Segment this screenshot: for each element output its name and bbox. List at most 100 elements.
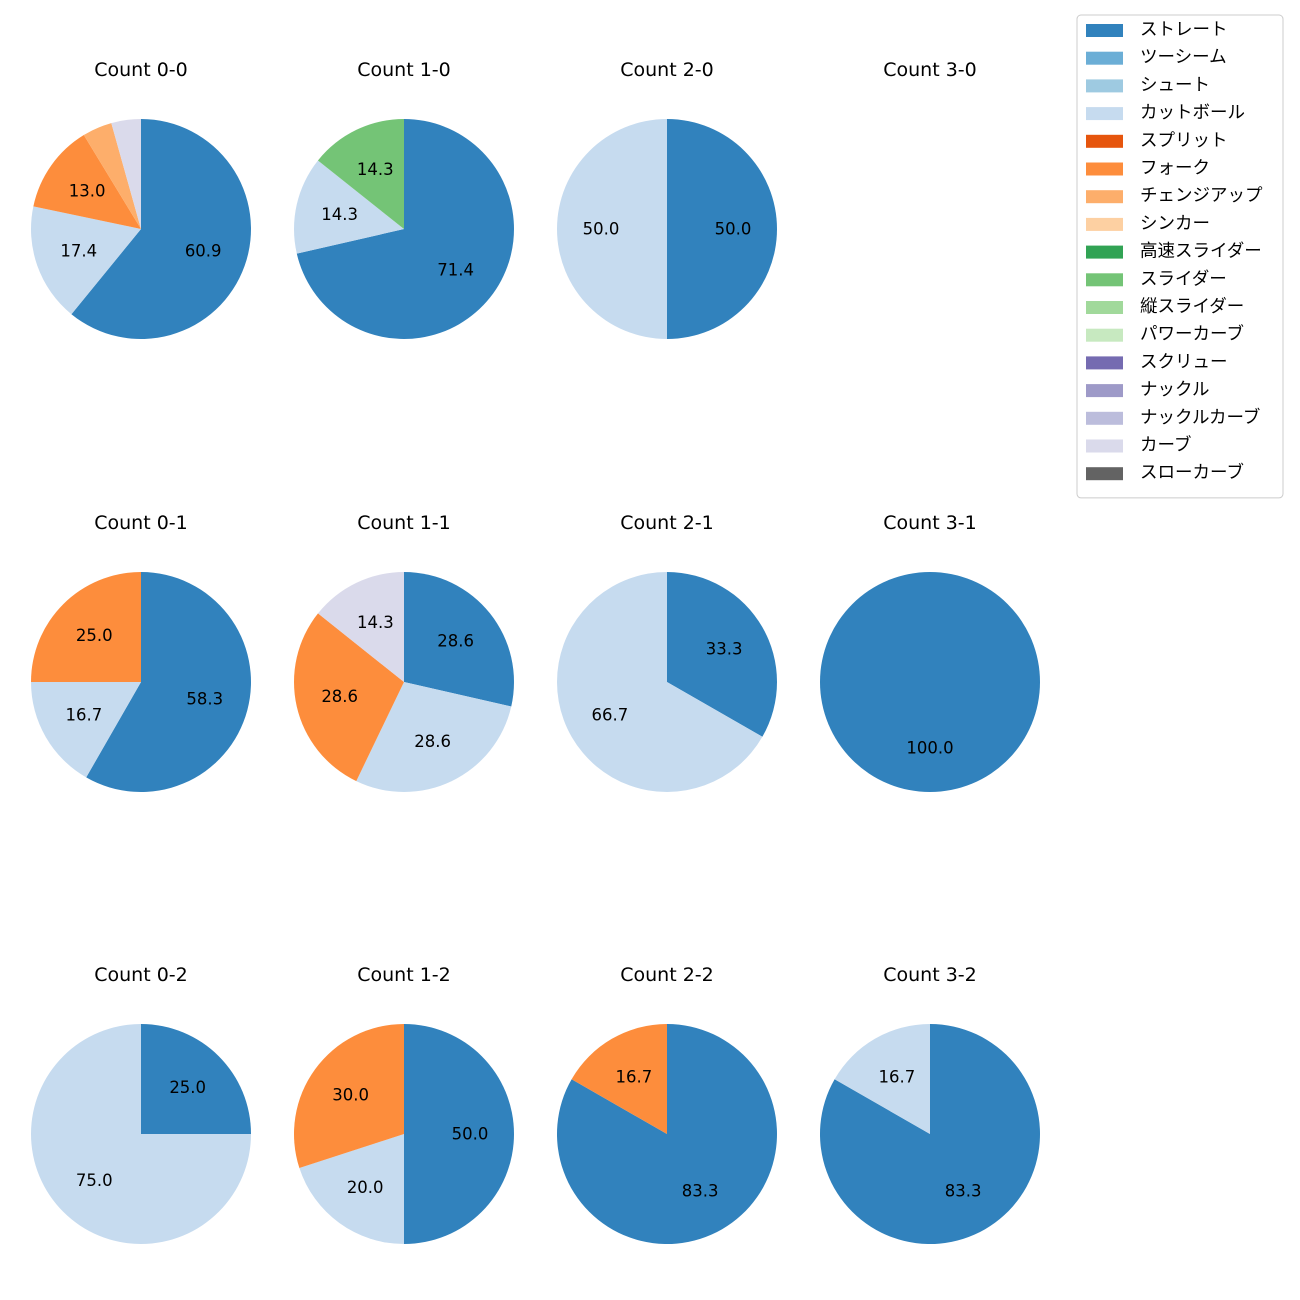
pie-slice <box>571 1024 667 1134</box>
pie-slice <box>834 1024 930 1134</box>
pie-slice-label: 50.0 <box>452 1125 489 1144</box>
legend-label: シンカー <box>1140 214 1210 234</box>
legend-item: シンカー <box>1086 214 1210 234</box>
pie-slice <box>557 572 763 792</box>
pie-slice <box>299 1134 404 1244</box>
pie-slice <box>317 118 404 229</box>
legend-swatch <box>1086 51 1123 65</box>
legend-label: カーブ <box>1140 435 1191 456</box>
legend-item: ナックル <box>1086 380 1209 400</box>
legend-swatch <box>1086 79 1123 93</box>
pie-slice <box>83 123 141 229</box>
pie-title: Count 3-0 <box>883 59 977 81</box>
pie-slice-label: 83.3 <box>682 1182 719 1201</box>
pie-slice-label: 14.3 <box>357 613 394 632</box>
legend-item: スローカーブ <box>1086 462 1244 483</box>
legend-label: シュート <box>1140 75 1210 95</box>
legend-item: スクリュー <box>1086 352 1228 372</box>
pie-slice <box>33 135 141 229</box>
pie-slice <box>111 119 141 229</box>
legend-item: フォーク <box>1086 159 1210 179</box>
pie-slice <box>141 1024 251 1134</box>
legend-label: カットボール <box>1140 103 1245 123</box>
pie-title: Count 2-2 <box>620 964 714 986</box>
pie-slice-label: 60.9 <box>185 242 222 261</box>
legend-swatch <box>1086 439 1123 453</box>
pie-title: Count 0-0 <box>94 59 188 81</box>
legend-label: パワーカーブ <box>1140 324 1244 345</box>
legend-label: ナックル <box>1140 380 1209 400</box>
pie-slice <box>667 119 777 339</box>
legend-item: 縦スライダー <box>1086 297 1244 317</box>
legend-item: ツーシーム <box>1086 48 1227 68</box>
pie-slice <box>356 682 512 793</box>
pie-slice <box>819 1024 1040 1245</box>
pie-slice-label: 58.3 <box>186 690 223 709</box>
pie-panel: Count 2-2 83.3 16.7 <box>556 964 777 1244</box>
legend-swatch <box>1086 301 1123 314</box>
pie-panel: Count 1-0 71.4 14.3 14.3 <box>293 59 514 339</box>
pie-title: Count 3-1 <box>883 512 977 534</box>
pie-slice-label: 13.0 <box>69 181 106 200</box>
legend-item: 高速スライダー <box>1086 242 1262 262</box>
pie-slice-label: 33.3 <box>706 639 743 658</box>
legend-swatch <box>1086 162 1123 176</box>
pie-slice-label: 28.6 <box>414 732 451 751</box>
pie-title: Count 1-2 <box>357 964 451 986</box>
pie-slice <box>293 1024 404 1168</box>
pie-slice <box>667 572 778 737</box>
legend-swatch <box>1086 190 1123 204</box>
legend-label: スプリット <box>1140 131 1228 151</box>
legend-item: カットボール <box>1086 103 1245 123</box>
pie-title: Count 0-2 <box>94 964 188 986</box>
pie-title: Count 0-1 <box>94 512 188 534</box>
pie-panel: Count 3-1 100.0 <box>820 512 1040 792</box>
legend-item: カーブ <box>1086 435 1191 456</box>
pie-slice <box>404 1024 514 1244</box>
pie-title: Count 1-1 <box>357 512 451 534</box>
pie-slice-label: 66.7 <box>592 706 629 725</box>
pie-slice-label: 16.7 <box>66 706 103 725</box>
pie-slice <box>557 119 667 339</box>
pie-slice <box>31 1024 251 1244</box>
pie-slice-label: 16.7 <box>616 1067 653 1086</box>
legend-frame <box>1076 14 1284 499</box>
legend-label: 高速スライダー <box>1140 242 1262 262</box>
pie-slice <box>556 1024 777 1244</box>
pie-slice-label: 71.4 <box>437 261 474 280</box>
pie-title: Count 3-2 <box>883 964 977 986</box>
legend-item: スライダー <box>1086 269 1227 289</box>
pie-slice <box>86 572 251 792</box>
legend-item: ナックルカーブ <box>1086 407 1260 428</box>
legend-item: シュート <box>1086 75 1210 95</box>
legend-item: パワーカーブ <box>1086 324 1244 345</box>
pie-slice-label: 50.0 <box>715 220 752 239</box>
pie-slice <box>31 572 141 682</box>
pie-slice-label: 20.0 <box>347 1178 384 1197</box>
legend-item: スプリット <box>1086 131 1228 151</box>
legend-label: スクリュー <box>1140 352 1228 372</box>
pie-slice <box>820 572 1040 792</box>
pie-slice <box>404 572 514 707</box>
pie-slice <box>294 613 404 782</box>
legend-label: ツーシーム <box>1140 48 1227 68</box>
pie-slice-label: 25.0 <box>76 626 113 645</box>
legend-swatch <box>1086 217 1123 231</box>
pie-slice-label: 28.6 <box>437 631 474 650</box>
pie-title: Count 1-0 <box>357 59 451 81</box>
pie-slice-label: 30.0 <box>332 1086 369 1105</box>
pie-title: Count 2-0 <box>620 59 714 81</box>
pie-slice <box>31 206 142 315</box>
pie-panel: Count 3-0 <box>883 59 977 81</box>
pie-slice-label: 16.7 <box>879 1067 916 1086</box>
pie-slice <box>318 572 404 682</box>
pie-panel: Count 0-2 25.0 75.0 <box>31 964 251 1244</box>
legend: ストレートツーシームシュートカットボールスプリットフォークチェンジアップシンカー… <box>1076 14 1284 499</box>
pie-slice <box>71 119 251 339</box>
legend-label: スライダー <box>1140 269 1227 289</box>
legend-label: フォーク <box>1140 159 1210 179</box>
pie-panel: Count 1-1 28.6 28.6 28.6 14.3 <box>294 512 514 793</box>
pie-panel: Count 0-1 58.3 16.7 25.0 <box>31 512 251 792</box>
pie-panel: Count 3-2 83.3 16.7 <box>819 964 1040 1245</box>
pie-title: Count 2-1 <box>620 512 714 534</box>
